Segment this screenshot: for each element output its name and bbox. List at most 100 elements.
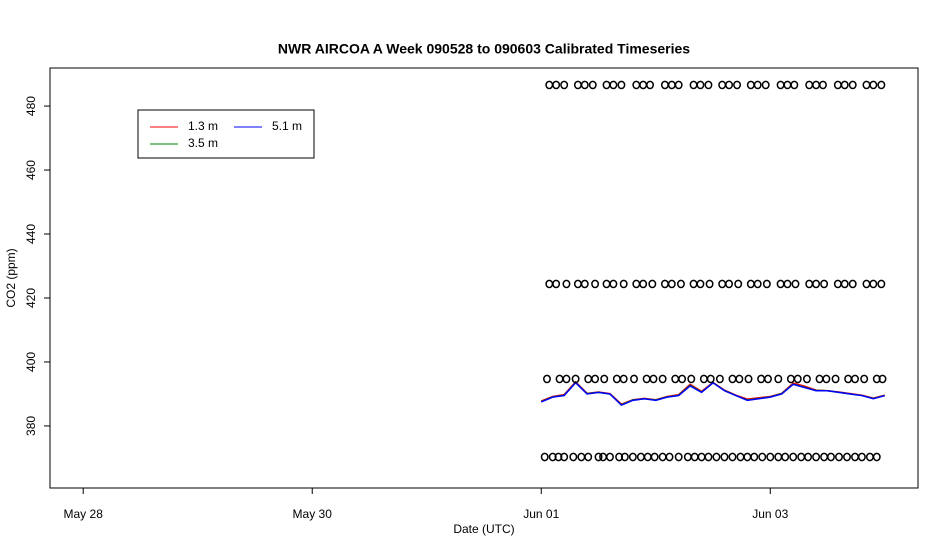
calibration-point xyxy=(728,452,737,462)
calibration-point xyxy=(848,279,857,289)
calibration-point xyxy=(646,80,654,90)
calibration-point xyxy=(877,80,886,90)
calibration-point xyxy=(667,279,676,289)
calibration-point xyxy=(878,374,887,384)
calibration-point xyxy=(790,80,799,90)
calibration-point xyxy=(725,80,734,90)
calibration-point xyxy=(725,279,734,289)
calibration-point xyxy=(674,452,683,462)
plot-frame xyxy=(49,67,919,489)
x-tick-label: May 28 xyxy=(64,507,104,521)
calibration-point xyxy=(831,374,840,384)
calibration-point xyxy=(753,80,762,90)
calibration-point xyxy=(734,279,743,289)
calibration-point xyxy=(584,452,593,462)
calibration-point xyxy=(630,374,638,384)
calibration-point xyxy=(620,452,629,462)
calibration-point xyxy=(869,80,878,90)
calibration-point xyxy=(704,452,713,462)
y-tick-label: 460 xyxy=(24,160,38,180)
calibration-point xyxy=(594,452,603,462)
calibration-point xyxy=(648,279,657,289)
calibration-point xyxy=(543,374,551,384)
calibration-point xyxy=(744,374,753,384)
calibration-point xyxy=(812,452,821,462)
calibration-point xyxy=(822,374,831,384)
calibration-point xyxy=(812,279,821,289)
x-tick-label: Jun 01 xyxy=(523,507,559,521)
calibration-point xyxy=(715,374,724,384)
calibration-point xyxy=(678,374,687,384)
calibration-point xyxy=(560,452,569,462)
calibration-point xyxy=(704,80,713,90)
calibration-point xyxy=(687,374,696,384)
calibration-point xyxy=(860,374,869,384)
series-line xyxy=(540,381,885,407)
calibration-point xyxy=(877,279,886,289)
legend-label: 1.3 m xyxy=(188,119,218,133)
calibration-point xyxy=(677,279,685,289)
calibration-point xyxy=(562,279,571,289)
calibration-point xyxy=(872,452,881,462)
calibration-point xyxy=(649,374,658,384)
calibration-point xyxy=(840,80,849,90)
calibration-point xyxy=(560,80,569,90)
calibration-point xyxy=(696,80,705,90)
calibration-point xyxy=(781,452,790,462)
calibration-point xyxy=(591,374,600,384)
calibration-point xyxy=(764,374,772,384)
calibration-point xyxy=(650,452,659,462)
calibration-point xyxy=(619,279,628,289)
calibration-point xyxy=(705,279,714,289)
calibration-point xyxy=(774,374,783,384)
y-tick-label: 380 xyxy=(24,416,38,436)
calibration-point xyxy=(857,452,866,462)
calibration-point xyxy=(552,80,561,90)
calibration-point xyxy=(591,279,600,289)
x-axis-label: Date (UTC) xyxy=(453,522,514,536)
calibration-point xyxy=(761,80,770,90)
calibration-point xyxy=(606,452,614,462)
calibration-point xyxy=(750,452,759,462)
y-tick-label: 420 xyxy=(24,288,38,308)
calibration-point xyxy=(609,279,618,289)
calibration-point xyxy=(609,80,618,90)
calibration-point xyxy=(791,279,800,289)
calibration-point xyxy=(639,279,648,289)
calibration-point xyxy=(658,374,667,384)
calibration-point xyxy=(706,374,715,384)
calibration-point xyxy=(851,374,859,384)
calibration-point xyxy=(869,279,878,289)
legend-box xyxy=(137,109,315,159)
calibration-point xyxy=(552,279,561,289)
calibration-point xyxy=(848,80,857,90)
calibration-point xyxy=(802,374,811,384)
calibration-point xyxy=(580,80,589,90)
calibration-point xyxy=(665,452,674,462)
y-axis-label: CO2 (ppm) xyxy=(4,248,18,307)
calibration-point xyxy=(789,452,798,462)
calibration-point xyxy=(569,452,578,462)
calibration-point xyxy=(562,374,571,384)
calibration-point xyxy=(835,452,843,462)
calibration-point xyxy=(820,279,829,289)
legend-label: 3.5 m xyxy=(188,136,218,150)
calibration-point xyxy=(804,452,813,462)
calibration-point xyxy=(540,452,549,462)
calibration-point xyxy=(840,279,849,289)
calibration-point xyxy=(619,374,628,384)
calibration-point xyxy=(766,452,775,462)
x-tick-label: May 30 xyxy=(293,507,333,521)
calibration-point xyxy=(793,374,802,384)
legend-label: 5.1 m xyxy=(272,119,302,133)
calibration-point xyxy=(588,80,597,90)
y-tick-label: 400 xyxy=(24,352,38,372)
calibration-point xyxy=(628,452,637,462)
calibration-point xyxy=(819,80,827,90)
calibration-point xyxy=(783,279,792,289)
calibration-point xyxy=(762,279,771,289)
calibration-point xyxy=(571,374,580,384)
calibration-point xyxy=(758,452,767,462)
